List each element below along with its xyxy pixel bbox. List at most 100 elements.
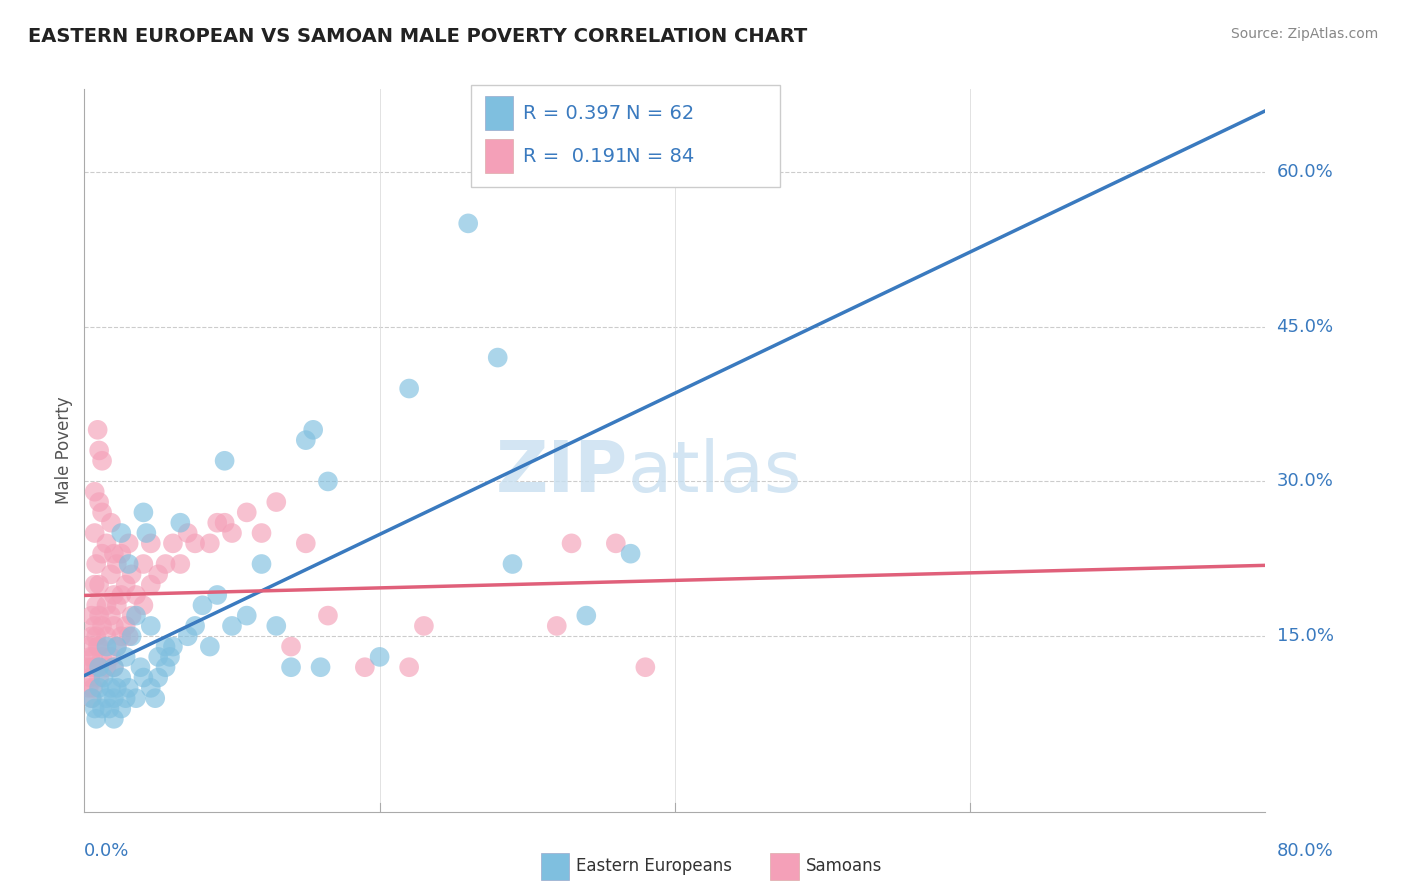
Point bbox=[86, 640, 108, 654]
Point bbox=[83, 577, 105, 591]
Point bbox=[177, 526, 200, 541]
Point bbox=[169, 516, 191, 530]
Point bbox=[605, 536, 627, 550]
Point bbox=[105, 640, 128, 654]
Point bbox=[96, 640, 118, 654]
Point bbox=[84, 712, 107, 726]
Text: N = 84: N = 84 bbox=[626, 146, 695, 166]
Point bbox=[155, 660, 177, 674]
Point bbox=[236, 608, 259, 623]
Point bbox=[80, 660, 103, 674]
Point bbox=[91, 505, 114, 519]
Point bbox=[87, 577, 111, 591]
Text: Eastern Europeans: Eastern Europeans bbox=[576, 857, 733, 875]
Point bbox=[148, 671, 170, 685]
Point bbox=[105, 681, 128, 695]
Point bbox=[295, 536, 318, 550]
Point bbox=[129, 660, 152, 674]
Point bbox=[76, 660, 98, 674]
Point bbox=[98, 701, 121, 715]
Point bbox=[110, 671, 132, 685]
Text: atlas: atlas bbox=[627, 438, 801, 507]
Point bbox=[91, 649, 114, 664]
Point bbox=[103, 619, 125, 633]
Point bbox=[236, 505, 259, 519]
Point bbox=[125, 608, 148, 623]
Point bbox=[87, 608, 111, 623]
Point bbox=[118, 557, 141, 571]
Point bbox=[135, 526, 157, 541]
Point bbox=[354, 660, 377, 674]
Point bbox=[486, 351, 509, 365]
Point bbox=[96, 691, 118, 706]
Point bbox=[87, 671, 111, 685]
Point bbox=[368, 649, 391, 664]
Point bbox=[198, 536, 221, 550]
Point bbox=[103, 660, 125, 674]
Point bbox=[125, 588, 148, 602]
Point bbox=[80, 629, 103, 643]
Point bbox=[103, 660, 125, 674]
Point bbox=[121, 567, 143, 582]
Point bbox=[87, 443, 111, 458]
Point bbox=[634, 660, 657, 674]
Point bbox=[83, 484, 105, 499]
Point bbox=[295, 433, 318, 447]
Point bbox=[91, 701, 114, 715]
Text: N = 62: N = 62 bbox=[626, 103, 695, 123]
Point bbox=[118, 536, 141, 550]
Point bbox=[80, 608, 103, 623]
Point bbox=[221, 526, 243, 541]
Point bbox=[86, 423, 108, 437]
Point bbox=[620, 547, 643, 561]
Point bbox=[114, 619, 136, 633]
Point bbox=[110, 629, 132, 643]
Point bbox=[214, 516, 236, 530]
Point bbox=[198, 640, 221, 654]
Point bbox=[79, 671, 101, 685]
Point bbox=[82, 649, 104, 664]
Point bbox=[110, 547, 132, 561]
Point bbox=[96, 599, 118, 613]
Point bbox=[132, 599, 155, 613]
Text: ZIP: ZIP bbox=[495, 438, 627, 507]
Point bbox=[309, 660, 332, 674]
Text: 60.0%: 60.0% bbox=[1277, 162, 1333, 181]
Point bbox=[155, 557, 177, 571]
Point bbox=[87, 660, 111, 674]
Point bbox=[214, 454, 236, 468]
Point bbox=[561, 536, 583, 550]
Point bbox=[96, 536, 118, 550]
Text: 15.0%: 15.0% bbox=[1277, 627, 1333, 645]
Point bbox=[398, 382, 420, 396]
Point bbox=[139, 577, 162, 591]
Point bbox=[87, 681, 111, 695]
Point bbox=[148, 649, 170, 664]
Point bbox=[80, 691, 103, 706]
Text: R =  0.191: R = 0.191 bbox=[523, 146, 627, 166]
Point bbox=[457, 216, 479, 230]
Point bbox=[79, 649, 101, 664]
Point bbox=[155, 640, 177, 654]
Point bbox=[250, 557, 273, 571]
Point bbox=[177, 629, 200, 643]
Point bbox=[162, 536, 184, 550]
Point bbox=[207, 516, 229, 530]
Point bbox=[316, 475, 339, 489]
Point bbox=[110, 588, 132, 602]
Text: Source: ZipAtlas.com: Source: ZipAtlas.com bbox=[1230, 27, 1378, 41]
Point bbox=[105, 557, 128, 571]
Point bbox=[91, 454, 114, 468]
Point bbox=[413, 619, 436, 633]
Point bbox=[82, 681, 104, 695]
Point bbox=[280, 660, 302, 674]
Point bbox=[266, 495, 288, 509]
Point bbox=[84, 557, 107, 571]
Text: 0.0%: 0.0% bbox=[84, 842, 129, 860]
Text: Samoans: Samoans bbox=[806, 857, 882, 875]
Point bbox=[316, 608, 339, 623]
Point bbox=[84, 629, 107, 643]
Point bbox=[100, 516, 122, 530]
Y-axis label: Male Poverty: Male Poverty bbox=[55, 397, 73, 504]
Text: R = 0.397: R = 0.397 bbox=[523, 103, 621, 123]
